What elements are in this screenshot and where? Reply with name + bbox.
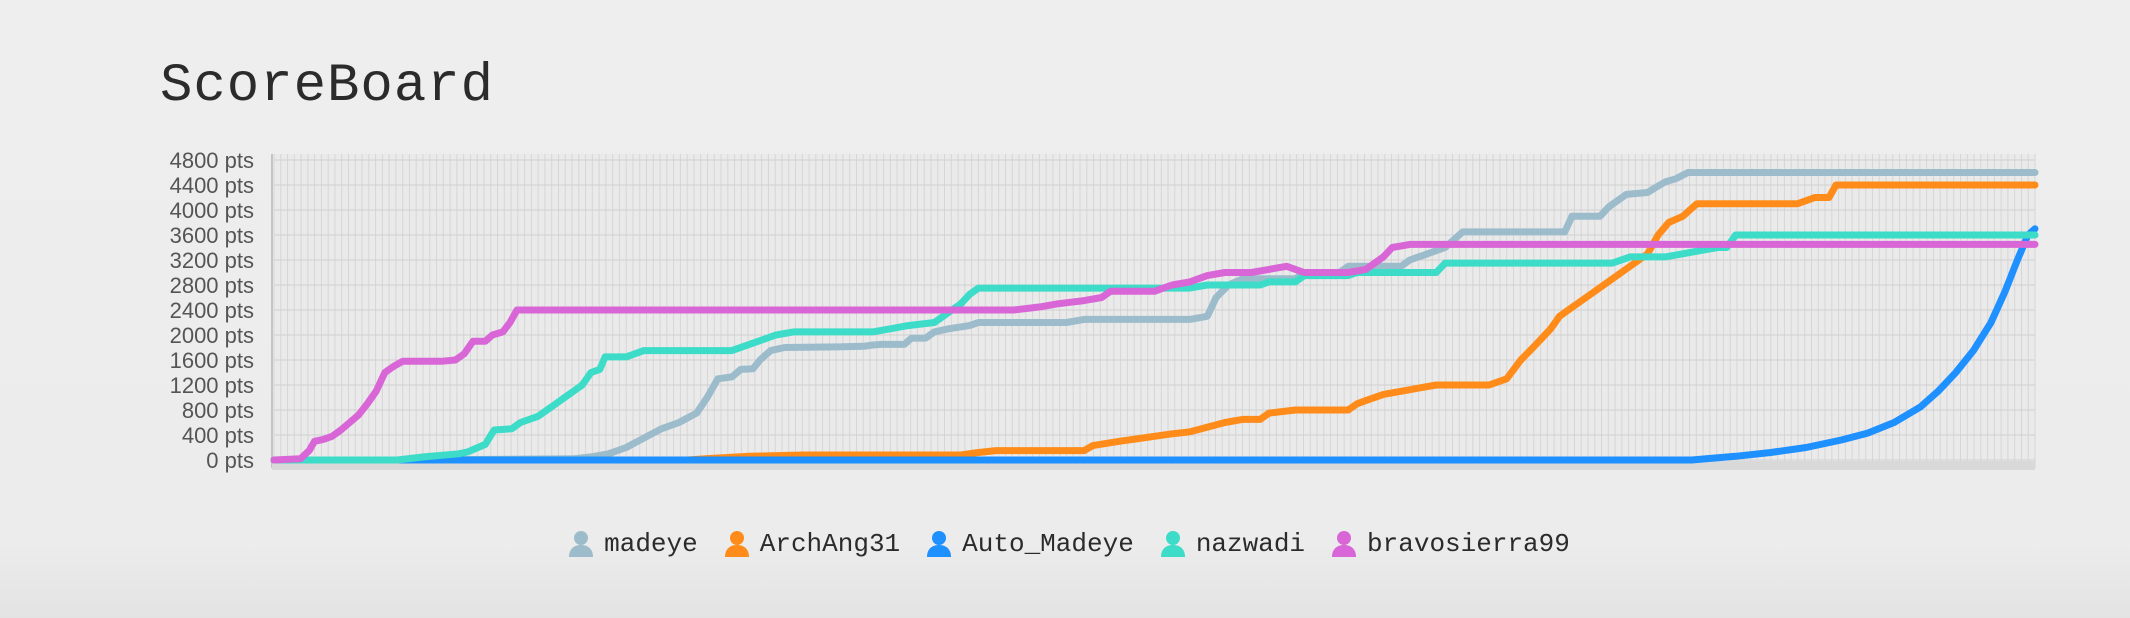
series-line-bravosierra99 xyxy=(270,240,2039,464)
y-tick-label: 1600 pts xyxy=(170,348,254,373)
legend-item[interactable]: bravosierra99 xyxy=(1331,529,1570,559)
legend-label: ArchAng31 xyxy=(759,529,901,559)
series-line-auto-madeye xyxy=(270,225,2039,464)
y-tick-label: 4800 pts xyxy=(170,148,254,173)
y-tick-label: 1200 pts xyxy=(170,373,254,398)
y-tick-label: 3600 pts xyxy=(170,223,254,248)
y-tick-label: 4400 pts xyxy=(170,173,254,198)
legend-label: Auto_Madeye xyxy=(962,529,1134,559)
legend-item[interactable]: madeye xyxy=(568,529,698,559)
y-tick-label: 2400 pts xyxy=(170,298,254,323)
series-line-archang31 xyxy=(270,181,2039,464)
legend-item[interactable]: nazwadi xyxy=(1160,529,1305,559)
legend-item[interactable]: Auto_Madeye xyxy=(926,529,1134,559)
y-tick-label: 2800 pts xyxy=(170,273,254,298)
legend-item[interactable]: ArchAng31 xyxy=(724,529,900,559)
legend-label: nazwadi xyxy=(1195,529,1306,559)
user-icon xyxy=(569,531,594,557)
y-tick-label: 2000 pts xyxy=(170,323,254,348)
x-axis-band xyxy=(272,461,2035,470)
legend-label: madeye xyxy=(604,529,698,559)
y-tick-label: 800 pts xyxy=(182,398,254,423)
y-tick-label: 4000 pts xyxy=(170,198,254,223)
user-icon xyxy=(724,531,749,557)
user-icon xyxy=(1160,531,1185,557)
legend-label: bravosierra99 xyxy=(1367,529,1570,559)
chart-legend: madeye ArchAng31 Auto_Madeye nazwadi bravosi… xyxy=(0,524,2130,564)
user-icon xyxy=(927,531,952,557)
y-tick-label: 3200 pts xyxy=(170,248,254,273)
series-lines xyxy=(270,169,2039,464)
page-title: ScoreBoard xyxy=(160,56,495,117)
y-tick-label: 0 pts xyxy=(206,448,254,473)
series-line-madeye xyxy=(270,169,2039,464)
user-icon xyxy=(1332,531,1357,557)
y-tick-label: 400 pts xyxy=(182,423,254,448)
